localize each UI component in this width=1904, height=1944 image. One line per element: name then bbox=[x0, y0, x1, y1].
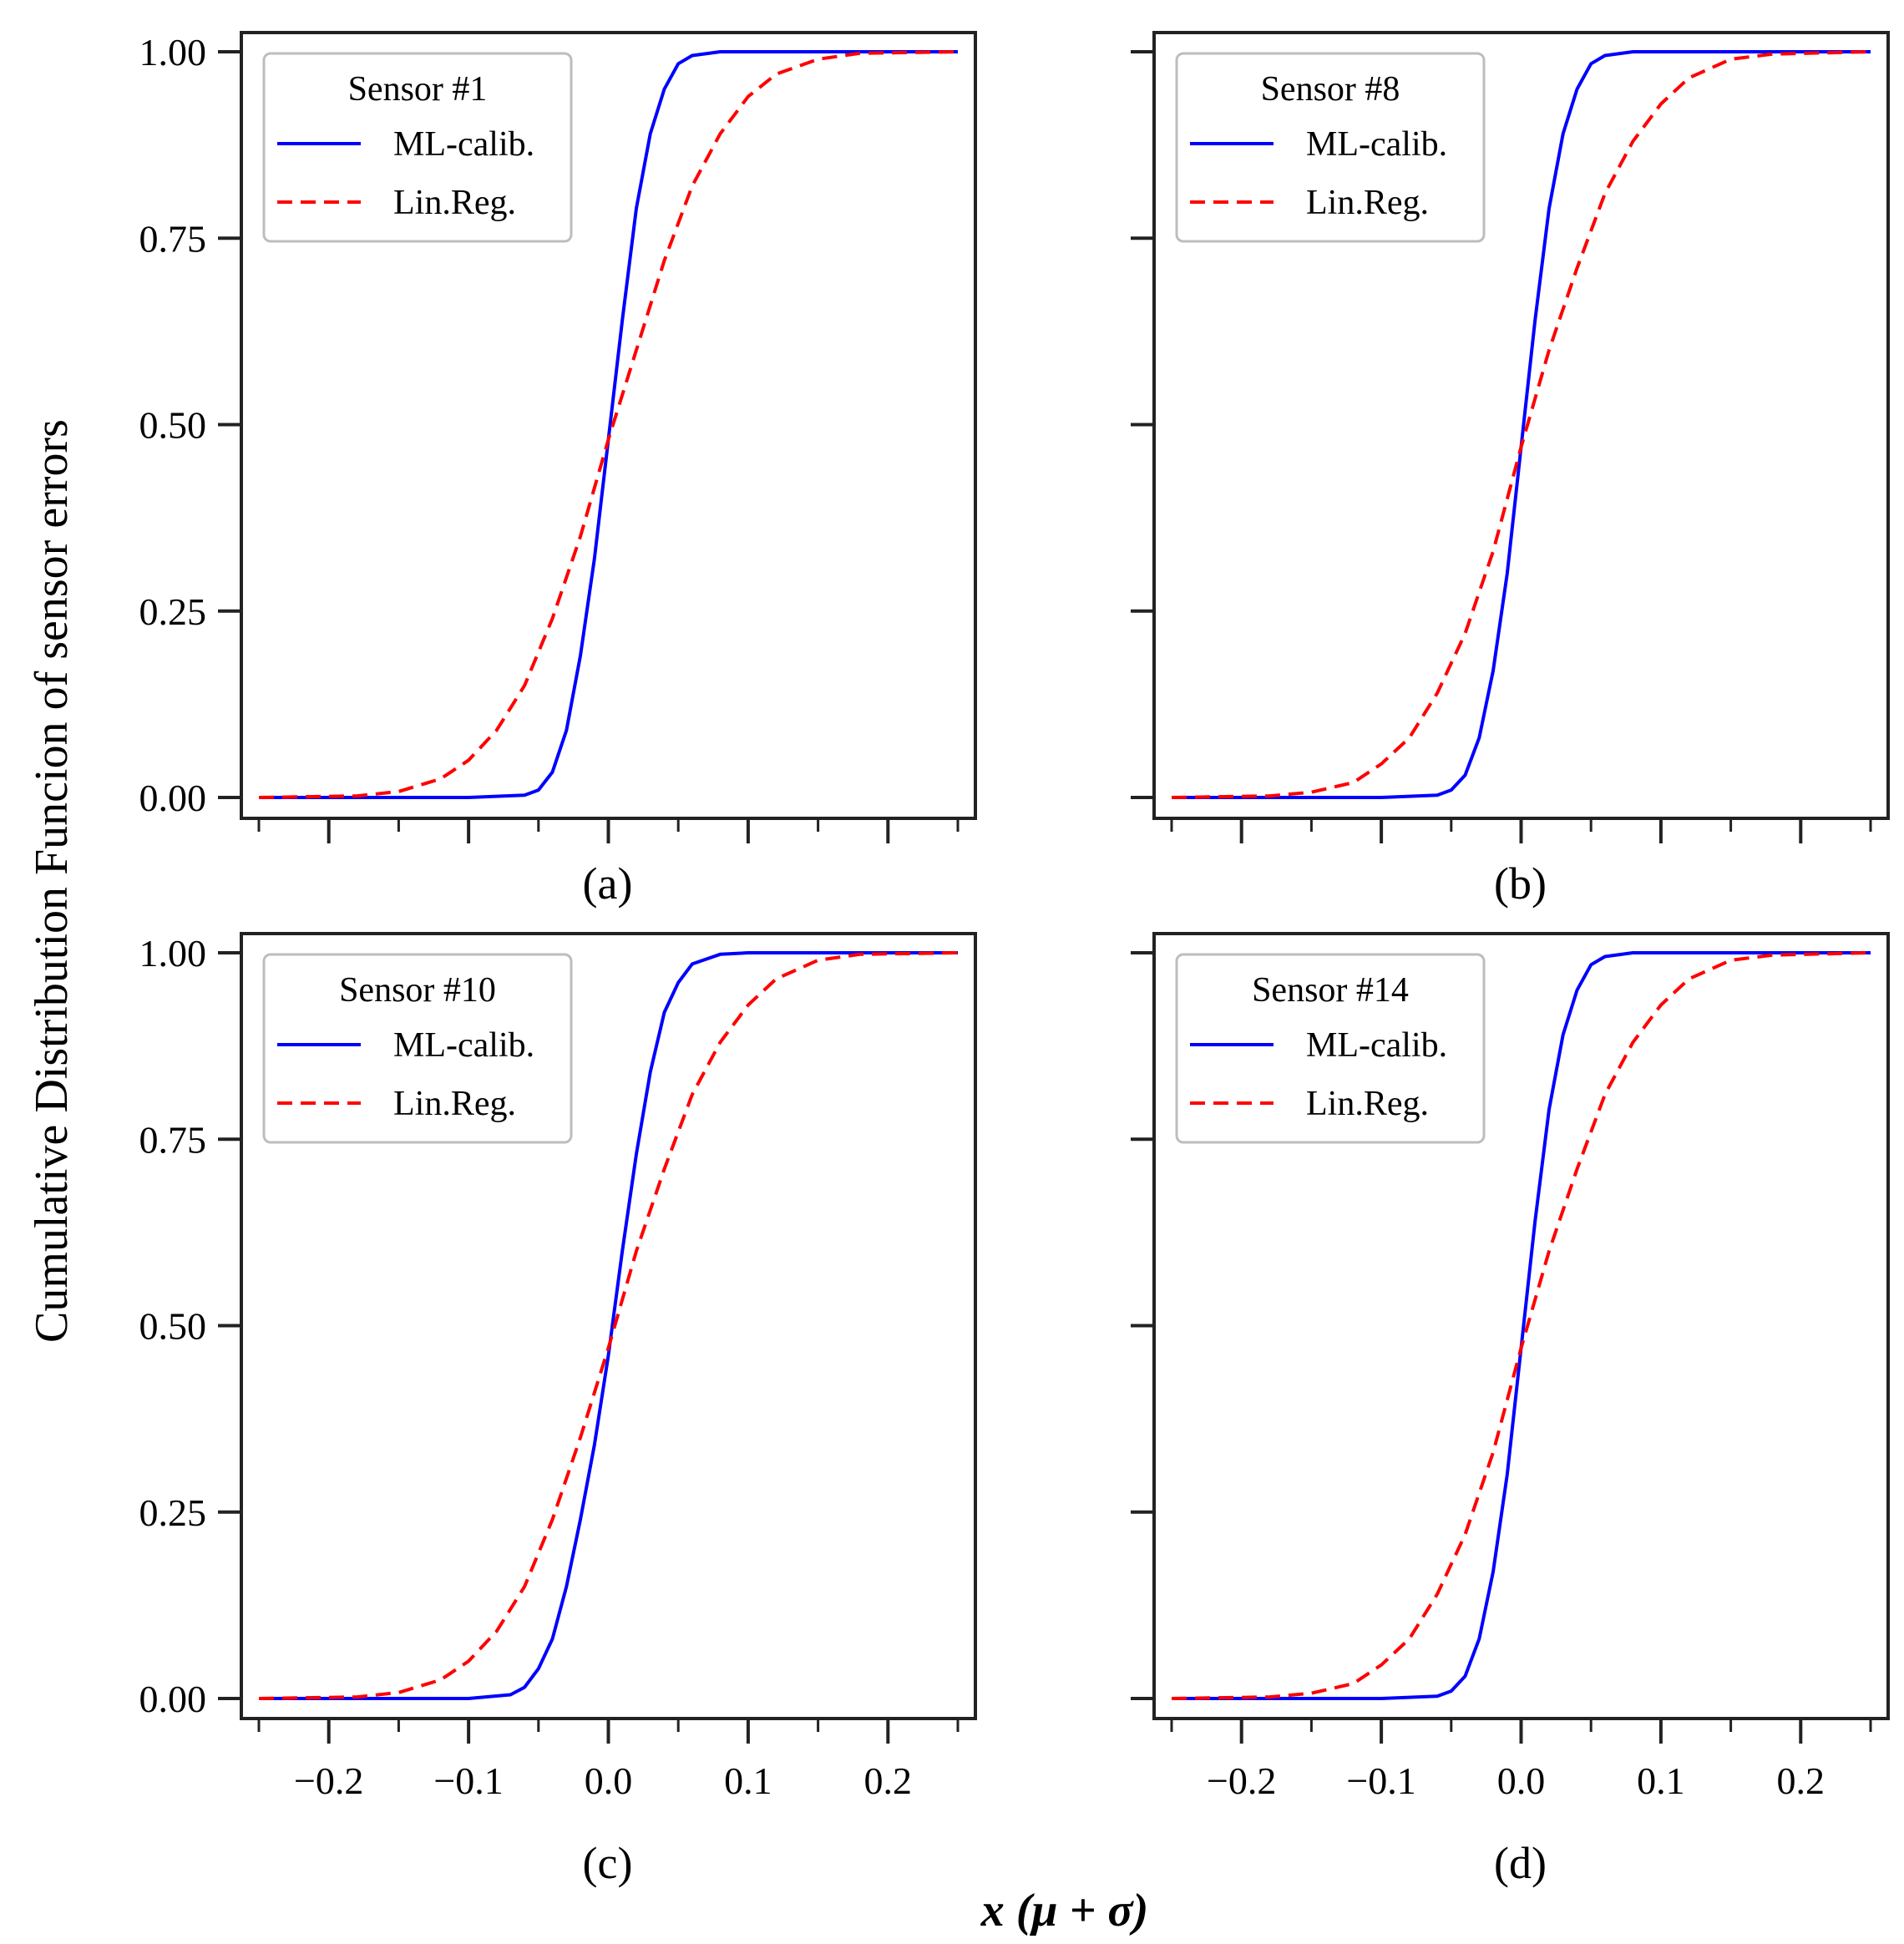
x-tick-label: −0.1 bbox=[433, 1759, 503, 1802]
legend: Sensor #1 ML-calib. Lin.Reg. bbox=[262, 52, 573, 243]
legend-box bbox=[262, 52, 573, 243]
x-axis-label: x (μ + σ) bbox=[980, 1885, 1149, 1936]
y-tick-label: 0.25 bbox=[139, 590, 207, 633]
y-tick-label: 1.00 bbox=[139, 31, 207, 73]
legend-label-ml-calib: ML-calib. bbox=[1306, 125, 1447, 164]
panel-label: (c) bbox=[583, 1838, 633, 1888]
legend-label-ml-calib: ML-calib. bbox=[1306, 1026, 1447, 1065]
y-tick-label: 0.00 bbox=[139, 1678, 207, 1720]
panel-b: Sensor #8 ML-calib. Lin.Reg. (b) bbox=[1131, 31, 1890, 909]
x-tick-label: 0.1 bbox=[1637, 1759, 1685, 1802]
panel-label: (d) bbox=[1494, 1838, 1547, 1888]
panels-group: 0.00 0.25 0.50 0.75 1.00 Sensor #1 ML-calib. Li… bbox=[139, 31, 1890, 1888]
x-tick-label: −0.1 bbox=[1346, 1759, 1415, 1802]
legend-label-lin-reg: Lin.Reg. bbox=[1306, 1085, 1429, 1123]
x-tick-label: 0.0 bbox=[1497, 1759, 1546, 1802]
panel-label: (a) bbox=[583, 858, 633, 909]
x-tick-label: 0.2 bbox=[1777, 1759, 1826, 1802]
series-line-ml-calib bbox=[259, 951, 958, 1700]
y-tick-label: 0.75 bbox=[139, 1118, 207, 1161]
y-axis-label: Cumulative Distribution Funcion of senso… bbox=[26, 419, 78, 1343]
y-tick-label: 0.50 bbox=[139, 1305, 207, 1348]
legend-label-ml-calib: ML-calib. bbox=[393, 1026, 534, 1065]
y-tick-label: 1.00 bbox=[139, 932, 207, 975]
legend-title: Sensor #14 bbox=[1252, 971, 1409, 1010]
legend-box bbox=[1175, 953, 1486, 1144]
x-tick-label: 0.0 bbox=[585, 1759, 633, 1802]
x-tick-label: −0.2 bbox=[294, 1759, 363, 1802]
x-tick-label: −0.2 bbox=[1207, 1759, 1276, 1802]
panel-a: 0.00 0.25 0.50 0.75 1.00 Sensor #1 ML-calib. Li… bbox=[139, 31, 977, 909]
legend-box bbox=[1175, 52, 1486, 243]
legend-label-lin-reg: Lin.Reg. bbox=[1306, 184, 1429, 222]
y-tick-label: 0.50 bbox=[139, 404, 207, 447]
legend-box bbox=[262, 953, 573, 1144]
y-tick-label: 0.00 bbox=[139, 777, 207, 819]
y-tick-label: 0.75 bbox=[139, 217, 207, 260]
panel-label: (b) bbox=[1494, 858, 1547, 909]
legend-label-lin-reg: Lin.Reg. bbox=[393, 1085, 516, 1123]
legend-title: Sensor #8 bbox=[1261, 70, 1400, 109]
x-tick-label: 0.1 bbox=[724, 1759, 772, 1802]
x-tick-label: 0.2 bbox=[864, 1759, 913, 1802]
legend: Sensor #8 ML-calib. Lin.Reg. bbox=[1175, 52, 1486, 243]
series-line-lin-reg bbox=[1171, 951, 1871, 1700]
legend-label-ml-calib: ML-calib. bbox=[393, 125, 534, 164]
legend: Sensor #10 ML-calib. Lin.Reg. bbox=[262, 953, 573, 1144]
legend-label-lin-reg: Lin.Reg. bbox=[393, 184, 516, 222]
series-line-lin-reg bbox=[258, 951, 959, 1700]
series-line-lin-reg bbox=[258, 50, 959, 799]
y-tick-label: 0.25 bbox=[139, 1491, 207, 1534]
legend-title: Sensor #1 bbox=[348, 70, 488, 109]
panel-d: −0.2 −0.1 0.0 0.1 0.2 Sensor #14 ML-calib. Lin.… bbox=[1131, 932, 1890, 1888]
series-line-lin-reg bbox=[1171, 50, 1871, 799]
legend-title: Sensor #10 bbox=[339, 971, 496, 1010]
legend: Sensor #14 ML-calib. Lin.Reg. bbox=[1175, 953, 1486, 1144]
panel-c: 0.00 0.25 0.50 0.75 1.00 −0.2 −0.1 0.0 0.1 0.2 Sen… bbox=[139, 932, 977, 1888]
